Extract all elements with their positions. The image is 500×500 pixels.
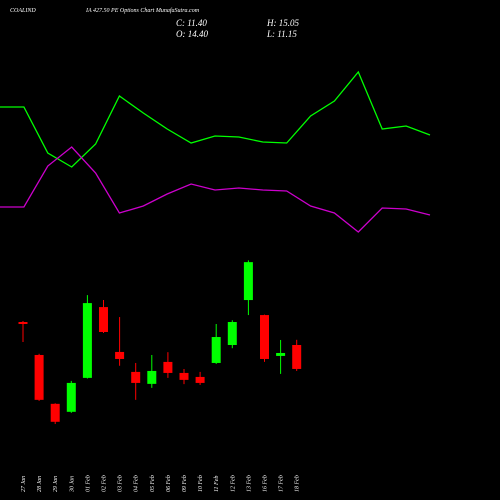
indicator-line	[0, 146, 431, 233]
candle-body	[211, 337, 221, 363]
x-tick-label: 03 Feb	[118, 475, 124, 492]
x-tick-label: 28 Jan	[37, 476, 43, 492]
x-tick-label: 05 Feb	[150, 475, 156, 492]
x-tick-label: 13 Feb	[246, 475, 252, 492]
candle-body	[292, 345, 302, 369]
candle-body	[276, 352, 286, 356]
x-tick-label: 11 Feb	[214, 476, 220, 492]
low-summary: L: 11.15	[266, 29, 297, 39]
candle-body	[260, 315, 269, 359]
candle-body	[227, 322, 237, 345]
candle-body	[82, 303, 92, 378]
candle-body	[179, 372, 189, 380]
x-tick-label: 09 Feb	[182, 475, 188, 492]
candle-body	[147, 370, 157, 384]
x-tick-label: 04 Feb	[133, 475, 140, 492]
candle-body	[34, 354, 44, 400]
candle-body	[131, 371, 141, 383]
candle-body	[50, 403, 60, 422]
x-tick-label: 01 Feb	[85, 475, 91, 492]
high-summary: H: 15.05	[266, 18, 299, 28]
candle-body	[66, 382, 76, 412]
x-tick-label: 12 Feb	[230, 475, 236, 492]
candle-body	[243, 262, 253, 301]
x-tick-label: 30 Jan	[69, 476, 75, 493]
x-tick-label: 16 Feb	[263, 475, 269, 492]
x-tick-label: 18 Feb	[295, 475, 301, 492]
open-summary: O: 14.40	[176, 29, 208, 39]
candle-body	[115, 351, 125, 359]
candle-body	[99, 307, 108, 332]
x-tick-label: 17 Feb	[279, 475, 285, 492]
x-tick-label: 02 Feb	[102, 475, 108, 492]
x-tick-label: 27 Jan	[21, 476, 27, 492]
candle-body	[163, 361, 173, 373]
indicator-line	[0, 70, 431, 168]
x-tick-label: 10 Feb	[198, 475, 204, 492]
candle-body	[18, 322, 28, 325]
close-summary: C: 11.40	[176, 18, 207, 28]
x-tick-label: 29 Jan	[53, 476, 59, 492]
chart-title-left: COALIND	[10, 8, 36, 14]
candle-body	[195, 376, 205, 383]
chart-title: IA 427.50 PE Options Chart MunafaSutra.c…	[85, 7, 200, 14]
x-tick-label: 06 Feb	[166, 475, 172, 492]
